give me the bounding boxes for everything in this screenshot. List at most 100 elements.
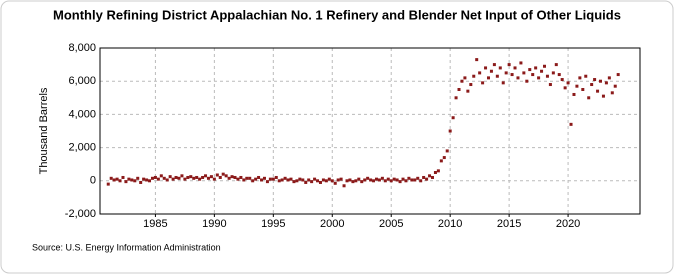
x-tick-label: 2020 — [556, 218, 580, 230]
point — [593, 78, 597, 82]
point — [265, 180, 269, 184]
point — [301, 178, 305, 182]
point — [475, 58, 479, 62]
point — [584, 74, 588, 78]
point — [260, 178, 264, 182]
y-axis-label: Thousand Barrels — [38, 87, 50, 174]
point — [212, 177, 216, 181]
point — [218, 175, 222, 179]
point — [274, 175, 278, 179]
point — [413, 178, 417, 182]
point — [186, 175, 190, 179]
y-tick-label: 4,000 — [68, 108, 96, 120]
point — [195, 175, 199, 179]
point — [159, 174, 163, 178]
point — [106, 182, 110, 186]
point — [351, 180, 355, 184]
point — [542, 64, 546, 68]
point — [115, 177, 119, 181]
y-tick-label: 8,000 — [68, 42, 96, 54]
point — [581, 88, 585, 91]
point — [604, 81, 608, 85]
point — [118, 179, 122, 183]
point — [153, 175, 157, 179]
point — [457, 88, 461, 91]
point — [215, 173, 219, 177]
point — [366, 176, 370, 180]
point — [531, 73, 535, 77]
point — [145, 178, 149, 182]
point — [127, 177, 131, 181]
point — [430, 175, 434, 179]
x-tick-label: 2000 — [320, 218, 344, 230]
point — [386, 177, 390, 181]
point — [156, 177, 160, 181]
point — [380, 176, 384, 180]
point — [498, 66, 502, 70]
point — [271, 177, 275, 181]
point — [419, 179, 423, 183]
point — [422, 175, 426, 179]
point — [221, 172, 225, 176]
point — [162, 176, 166, 180]
point — [165, 178, 169, 182]
point — [112, 178, 116, 182]
point — [528, 68, 532, 72]
point — [534, 66, 538, 70]
point — [121, 175, 125, 179]
point — [307, 178, 311, 182]
point — [613, 84, 617, 88]
point — [425, 177, 429, 181]
point — [492, 63, 496, 67]
point — [472, 74, 476, 78]
point — [206, 176, 210, 180]
point — [578, 76, 582, 80]
point — [133, 179, 137, 183]
point — [569, 122, 573, 126]
point — [174, 175, 178, 179]
point — [330, 179, 334, 183]
point — [262, 176, 266, 180]
point — [236, 177, 240, 181]
point — [596, 89, 600, 93]
point — [324, 179, 328, 183]
y-tick-label: 0 — [90, 175, 96, 187]
point — [601, 94, 605, 98]
point — [227, 176, 231, 180]
point — [478, 71, 482, 75]
point — [372, 179, 376, 183]
y-tick-label: 6,000 — [68, 75, 96, 87]
point — [504, 71, 508, 75]
point — [428, 174, 432, 178]
point — [327, 177, 331, 181]
point — [445, 149, 449, 153]
point — [310, 180, 314, 184]
point — [189, 175, 193, 179]
point — [168, 175, 172, 179]
point — [395, 178, 399, 182]
point — [436, 169, 440, 173]
point — [318, 180, 322, 184]
point — [292, 180, 296, 184]
point — [398, 180, 402, 184]
point — [313, 177, 317, 181]
x-tick-label: 2010 — [438, 218, 462, 230]
point — [410, 178, 414, 182]
x-tick-label: 2005 — [379, 218, 403, 230]
point — [563, 86, 567, 90]
point — [513, 66, 517, 70]
x-tick-label: 2015 — [497, 218, 521, 230]
point — [616, 73, 620, 77]
point — [377, 178, 381, 182]
point — [248, 176, 252, 180]
point — [124, 180, 128, 184]
point — [466, 89, 470, 93]
point — [363, 178, 367, 182]
point — [540, 69, 544, 73]
point — [551, 71, 555, 75]
point — [392, 177, 396, 181]
point — [171, 177, 175, 181]
point — [142, 177, 146, 181]
point — [599, 79, 603, 83]
point — [575, 84, 579, 88]
